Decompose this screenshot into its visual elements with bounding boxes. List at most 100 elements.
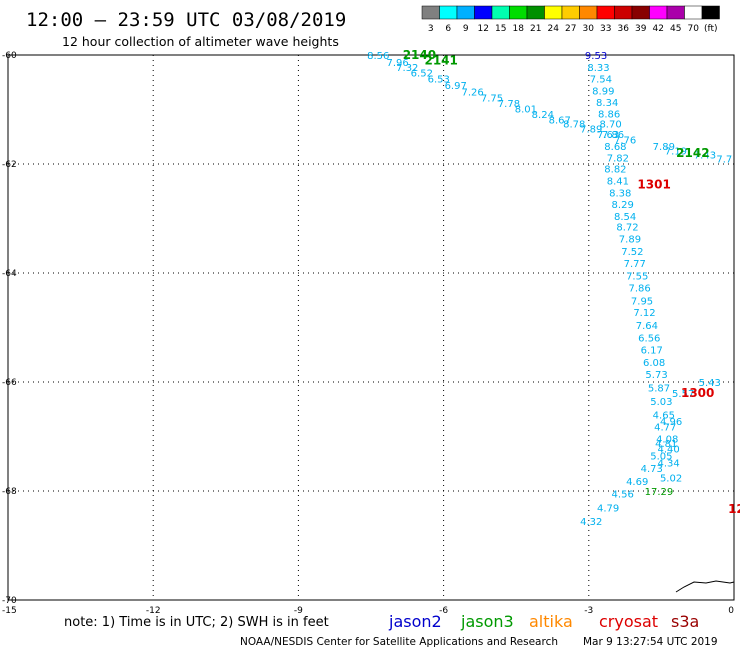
wave-height-point: 8.33 bbox=[587, 63, 609, 74]
wave-height-point: 6.17 bbox=[641, 345, 663, 356]
scale-swatch bbox=[701, 5, 720, 20]
chart-subtitle: 12 hour collection of altimeter wave hei… bbox=[62, 34, 339, 49]
wave-height-point: 7.89 bbox=[653, 142, 675, 153]
wave-height-point: 7.55 bbox=[626, 272, 648, 283]
wave-height-point: 8.78 bbox=[563, 120, 585, 131]
wave-height-point: 8.99 bbox=[592, 86, 614, 97]
scale-label: 42 bbox=[653, 24, 664, 34]
scale-swatch bbox=[491, 5, 510, 20]
plot-frame bbox=[7, 54, 735, 601]
x-tick-label: -12 bbox=[146, 606, 161, 616]
wave-height-point: 8.34 bbox=[596, 98, 618, 109]
wave-height-point: 7.43 bbox=[694, 151, 716, 162]
pass-label: 2140 bbox=[403, 48, 436, 62]
wave-height-point: 4.65 bbox=[653, 411, 675, 422]
scale-swatch bbox=[614, 5, 633, 20]
scale-swatch bbox=[649, 5, 668, 20]
satellite-legend-s3a: s3a bbox=[671, 612, 699, 631]
wave-height-point: 7.78 bbox=[498, 99, 520, 110]
wave-height-point: 8.67 bbox=[549, 115, 571, 126]
wave-height-point: 5.43 bbox=[699, 378, 721, 389]
wave-height-point: 7.32 bbox=[396, 63, 418, 74]
wave-height-point: 7.26 bbox=[462, 88, 484, 99]
wave-height-point: 7.19 bbox=[665, 146, 687, 157]
scale-label: 36 bbox=[618, 24, 630, 34]
wave-height-point: 8.86 bbox=[598, 109, 620, 120]
wave-height-point: 7.76 bbox=[614, 135, 636, 146]
scale-label: 12 bbox=[478, 24, 489, 34]
scale-label: 15 bbox=[495, 24, 506, 34]
wave-height-point: 6.56 bbox=[638, 333, 660, 344]
scale-swatch bbox=[596, 5, 615, 20]
wave-height-point: 4.79 bbox=[597, 503, 619, 514]
wave-height-point: 8.72 bbox=[616, 223, 638, 234]
pass-label: 1301 bbox=[637, 178, 670, 192]
scale-label: 39 bbox=[635, 24, 647, 34]
credit-line: NOAA/NESDIS Center for Satellite Applica… bbox=[240, 636, 558, 648]
wave-height-point: 4.81 bbox=[655, 439, 677, 450]
satellite-legend-jason3: jason3 bbox=[460, 612, 514, 631]
scale-label: 3 bbox=[428, 24, 434, 34]
footnote: note: 1) Time is in UTC; 2) SWH is in fe… bbox=[64, 615, 329, 630]
wave-height-point: 8.56 bbox=[367, 51, 389, 62]
x-tick-label: -15 bbox=[2, 606, 17, 616]
scale-label: 24 bbox=[548, 24, 560, 34]
wave-height-point: 7.95 bbox=[631, 296, 653, 307]
y-tick-label: -64 bbox=[2, 269, 17, 279]
wave-height-point: 7.89 bbox=[619, 235, 641, 246]
scale-swatch bbox=[561, 5, 580, 20]
scale-swatch bbox=[526, 5, 545, 20]
scale-swatch bbox=[474, 5, 493, 20]
wave-height-point: 8.41 bbox=[607, 176, 629, 187]
x-tick-label: 0 bbox=[728, 606, 734, 616]
pass-label: 1300 bbox=[681, 386, 714, 400]
wave-height-point: 5.03 bbox=[650, 397, 672, 408]
scale-label: 30 bbox=[583, 24, 595, 34]
pass-label: 2141 bbox=[424, 53, 457, 67]
wave-height-point: 5.05 bbox=[650, 452, 672, 463]
pass-label: 12 bbox=[728, 502, 740, 516]
scale-swatch bbox=[579, 5, 598, 20]
wave-height-point: 5.87 bbox=[648, 383, 670, 394]
scale-swatch bbox=[666, 5, 685, 20]
x-tick-label: -6 bbox=[439, 606, 448, 616]
wave-height-point: 6.97 bbox=[445, 81, 467, 92]
scale-label: 70 bbox=[688, 24, 700, 34]
wave-height-point: 8.54 bbox=[614, 212, 636, 223]
wave-height-point: 7.54 bbox=[590, 74, 612, 85]
scale-label: 6 bbox=[445, 24, 451, 34]
scale-label: (ft) bbox=[704, 24, 718, 34]
wave-height-point: 4.40 bbox=[658, 444, 680, 455]
scale-label: 45 bbox=[670, 24, 681, 34]
wave-height-point: 4.69 bbox=[626, 477, 648, 488]
scale-swatch bbox=[544, 5, 563, 20]
timestamp: Mar 9 13:27:54 UTC 2019 bbox=[583, 636, 718, 648]
scale-label: 27 bbox=[565, 24, 576, 34]
wave-height-point: 4.96 bbox=[660, 417, 682, 428]
satellite-legend-jason2: jason2 bbox=[388, 612, 442, 631]
scale-swatch bbox=[684, 5, 703, 20]
wave-height-point: 8.29 bbox=[612, 200, 634, 211]
y-tick-label: -62 bbox=[2, 160, 17, 170]
wave-height-point: 7.75 bbox=[481, 94, 503, 105]
scale-swatch bbox=[631, 5, 650, 20]
x-axis-tick-labels: -15 -12 -9 -6 -3 0 bbox=[2, 606, 734, 616]
wave-height-point: 7.96 bbox=[386, 58, 408, 69]
wave-height-point: 7.52 bbox=[621, 247, 643, 258]
scale-label: 21 bbox=[530, 24, 541, 34]
wave-height-point: 6.53 bbox=[428, 74, 450, 85]
wave-height-point: 4.34 bbox=[658, 459, 680, 470]
y-tick-label: -68 bbox=[2, 487, 17, 497]
wave-height-point: 6.52 bbox=[411, 68, 433, 79]
scale-swatch bbox=[439, 5, 458, 20]
scale-label: 33 bbox=[600, 24, 611, 34]
wave-height-point: 8.70 bbox=[599, 120, 621, 131]
wave-height-point: 8.01 bbox=[515, 104, 537, 115]
satellite-legend-altika: altika bbox=[529, 612, 573, 631]
wave-height-point: 4.77 bbox=[654, 423, 676, 434]
wave-height-labels: 8.567.967.326.526.536.977.267.757.788.01… bbox=[367, 51, 732, 528]
wave-height-point: 5.73 bbox=[645, 370, 667, 381]
y-tick-label: -66 bbox=[2, 378, 17, 388]
coastline bbox=[675, 580, 735, 593]
